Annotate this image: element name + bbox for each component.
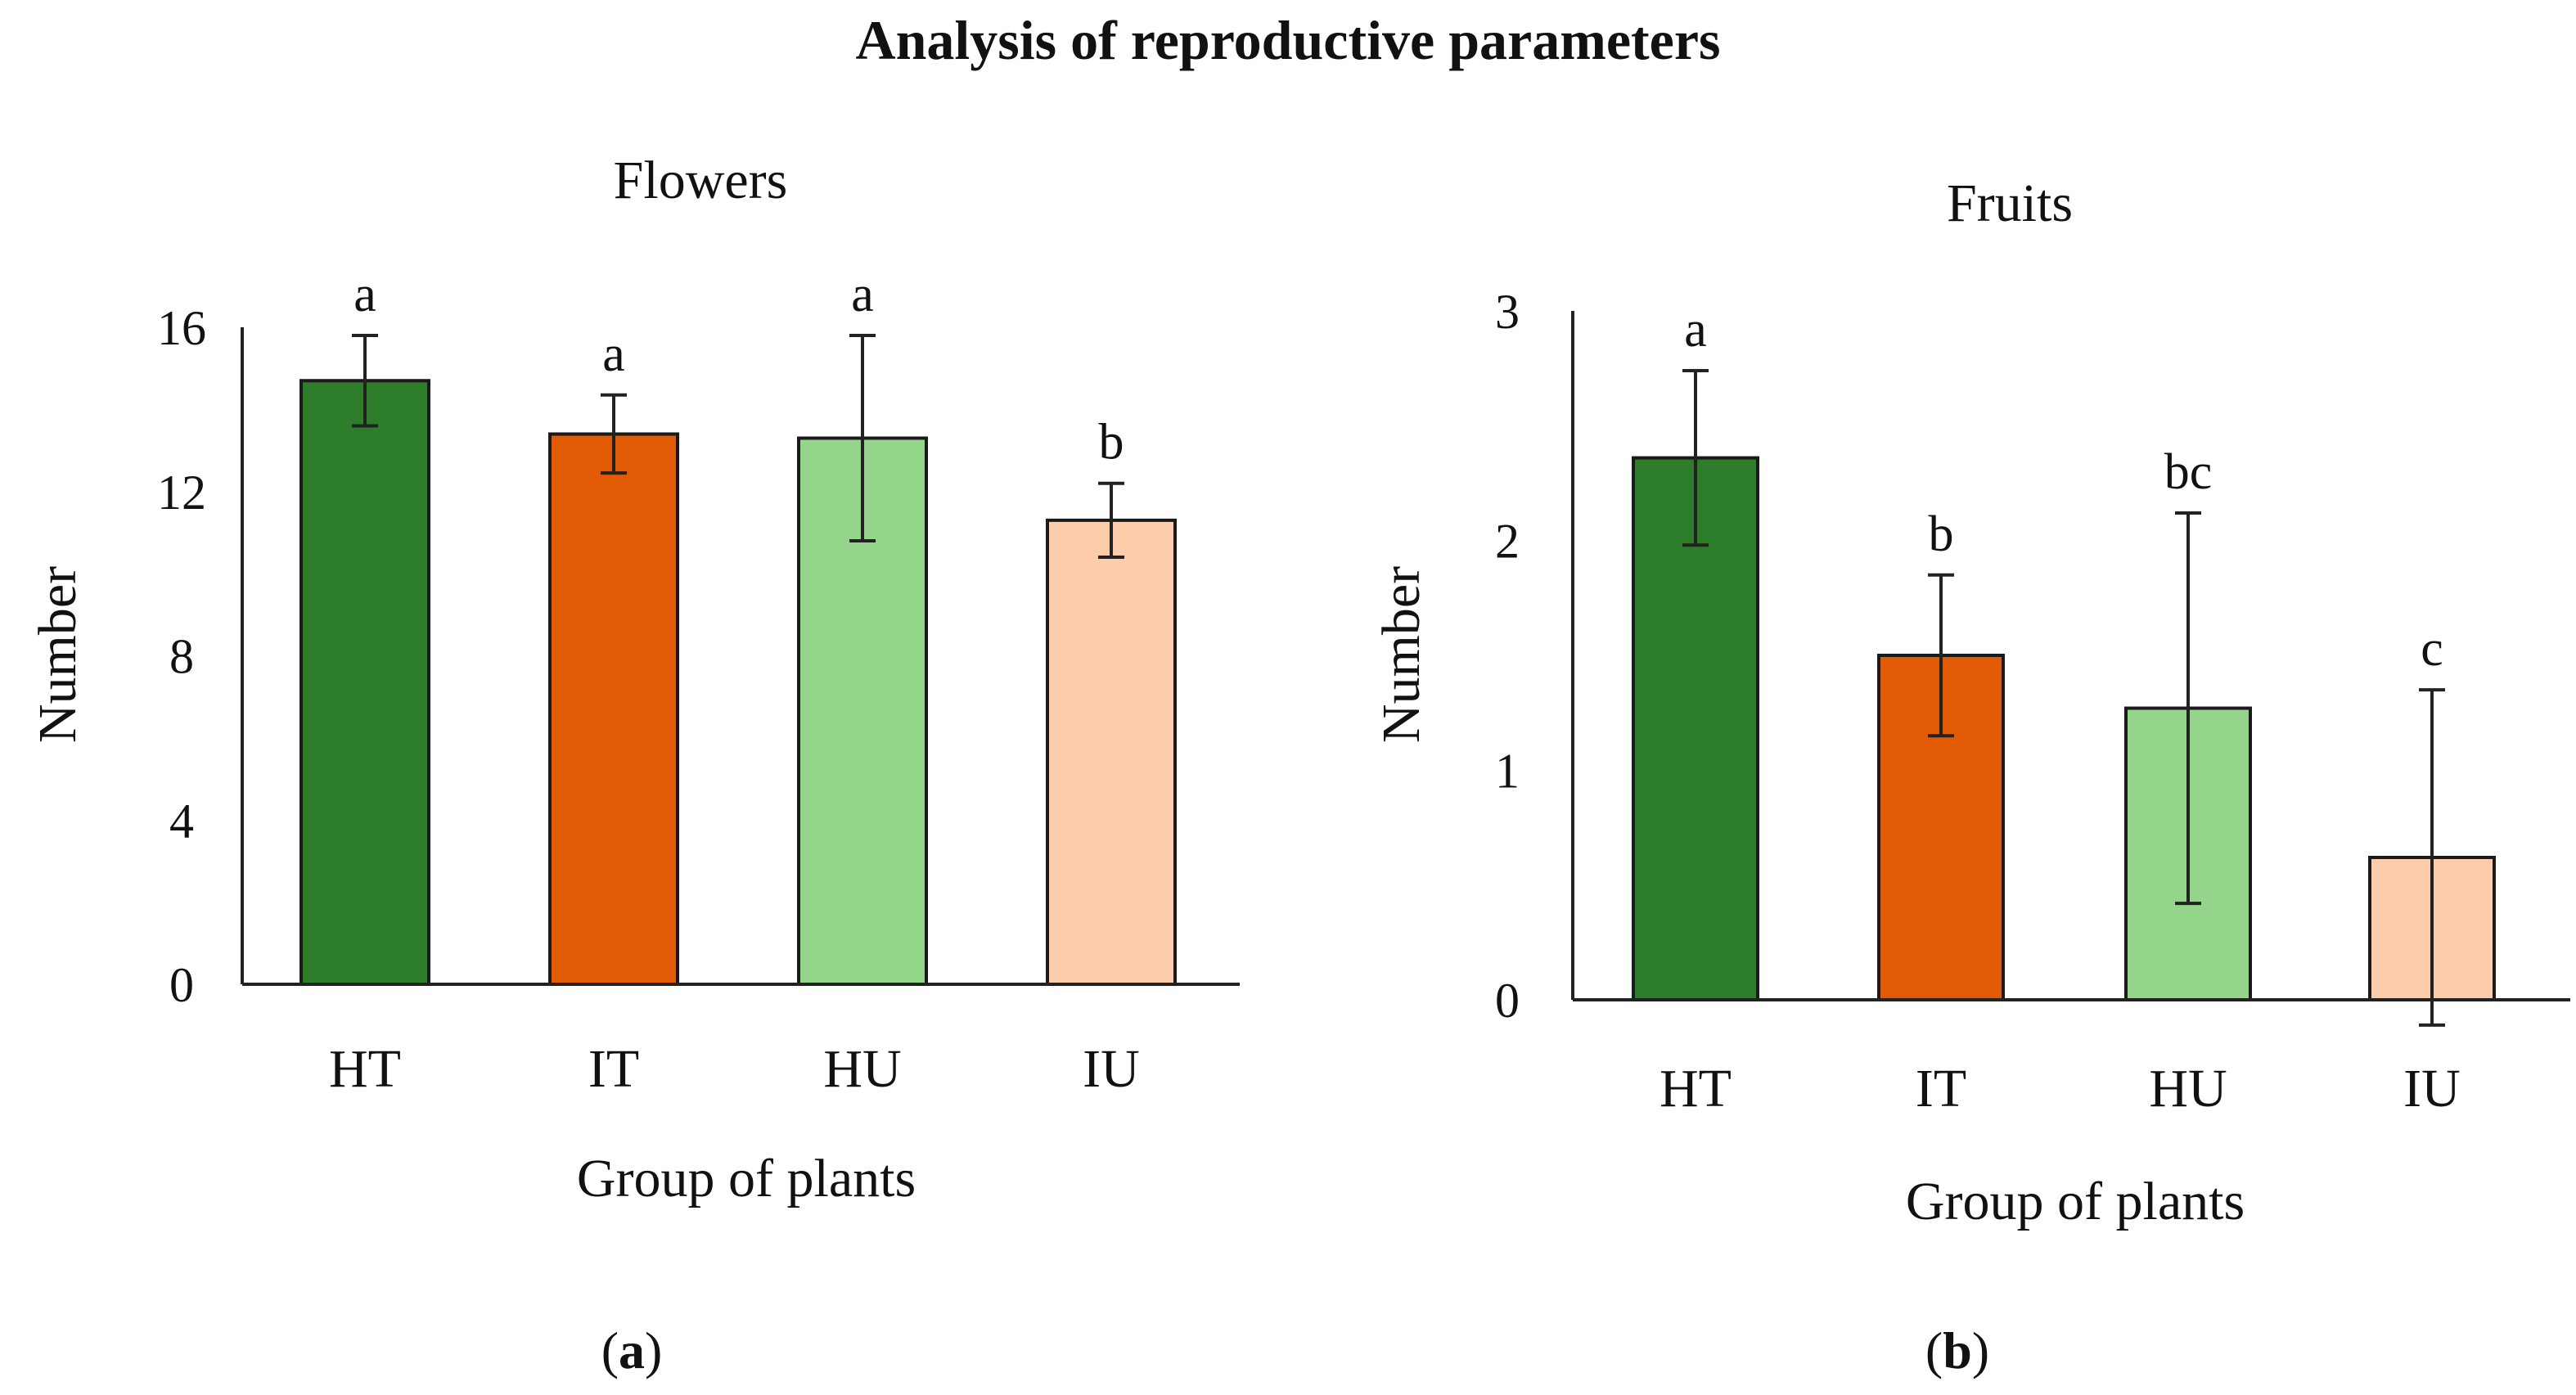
significance-letter: bc	[2164, 444, 2213, 500]
significance-letter: c	[2421, 621, 2443, 677]
y-tick-label: 3	[1495, 285, 1520, 339]
error-bar-iu	[2419, 688, 2445, 1027]
x-tick-label: IT	[1916, 1059, 1966, 1118]
error-bar-hu	[2175, 511, 2201, 906]
x-tick-label: HU	[823, 1039, 901, 1099]
error-bars	[352, 334, 1124, 560]
error-bar-it	[601, 393, 627, 475]
figure-title: Analysis of reproductive parameters	[855, 9, 1720, 71]
y-tick-label: 4	[169, 794, 194, 848]
y-tick-label: 0	[169, 958, 194, 1012]
y-axis-ticks: 0 1 2 3	[1495, 285, 1520, 1028]
y-axis-label: Number	[1371, 566, 1431, 743]
significance-letter: a	[602, 326, 625, 382]
chart-title: Fruits	[1947, 173, 2073, 233]
significance-letter: b	[1099, 415, 1124, 470]
y-tick-label: 8	[169, 630, 194, 684]
error-bar-ht	[352, 334, 378, 428]
bars	[1632, 456, 2496, 1002]
bar-ht	[299, 379, 430, 986]
y-tick-label: 2	[1495, 515, 1520, 569]
y-tick-label: 1	[1495, 744, 1520, 798]
bars	[299, 379, 1177, 986]
y-tick-label: 16	[157, 301, 206, 355]
significance-letter: a	[354, 267, 376, 322]
x-tick-label: HU	[2149, 1059, 2227, 1118]
bar-it	[548, 432, 679, 986]
bar-ht	[1632, 456, 1759, 1001]
flowers-chart: Flowers Number Group of plants 0 4 8 12 16 a…	[28, 151, 1240, 1379]
x-axis-label: Group of plants	[1906, 1172, 2245, 1231]
error-bars	[1682, 368, 2445, 1027]
bar-iu	[1046, 518, 1177, 986]
significance-letters: a b bc c	[1684, 302, 2443, 677]
y-tick-label: 12	[157, 466, 206, 520]
y-axis-ticks: 0 4 8 12 16	[157, 301, 206, 1012]
y-tick-label: 0	[1495, 974, 1520, 1028]
x-tick-label: HT	[1660, 1059, 1732, 1118]
panel-label: (a)	[601, 1321, 663, 1379]
y-axis-label: Number	[28, 566, 88, 743]
error-bar-ht	[1682, 368, 1709, 547]
x-tick-label: IU	[1083, 1039, 1140, 1099]
error-bar-it	[1928, 573, 1954, 738]
error-bar-iu	[1098, 481, 1124, 560]
category-labels: HT IT HU IU	[329, 1039, 1140, 1099]
error-bar-hu	[849, 334, 876, 542]
x-axis-label: Group of plants	[577, 1149, 916, 1208]
fruits-chart: Fruits Number Group of plants 0 1 2 3 a b bc c…	[1371, 173, 2570, 1379]
x-tick-label: IT	[588, 1039, 639, 1099]
significance-letter: a	[851, 267, 874, 322]
category-labels: HT IT HU IU	[1660, 1059, 2461, 1118]
significance-letters: a a a b	[354, 267, 1124, 470]
significance-letter: b	[1929, 506, 1954, 562]
chart-title: Flowers	[614, 151, 788, 210]
x-tick-label: HT	[329, 1039, 401, 1099]
panel-label: (b)	[1925, 1321, 1989, 1379]
x-tick-label: IU	[2403, 1059, 2461, 1118]
significance-letter: a	[1684, 302, 1707, 358]
